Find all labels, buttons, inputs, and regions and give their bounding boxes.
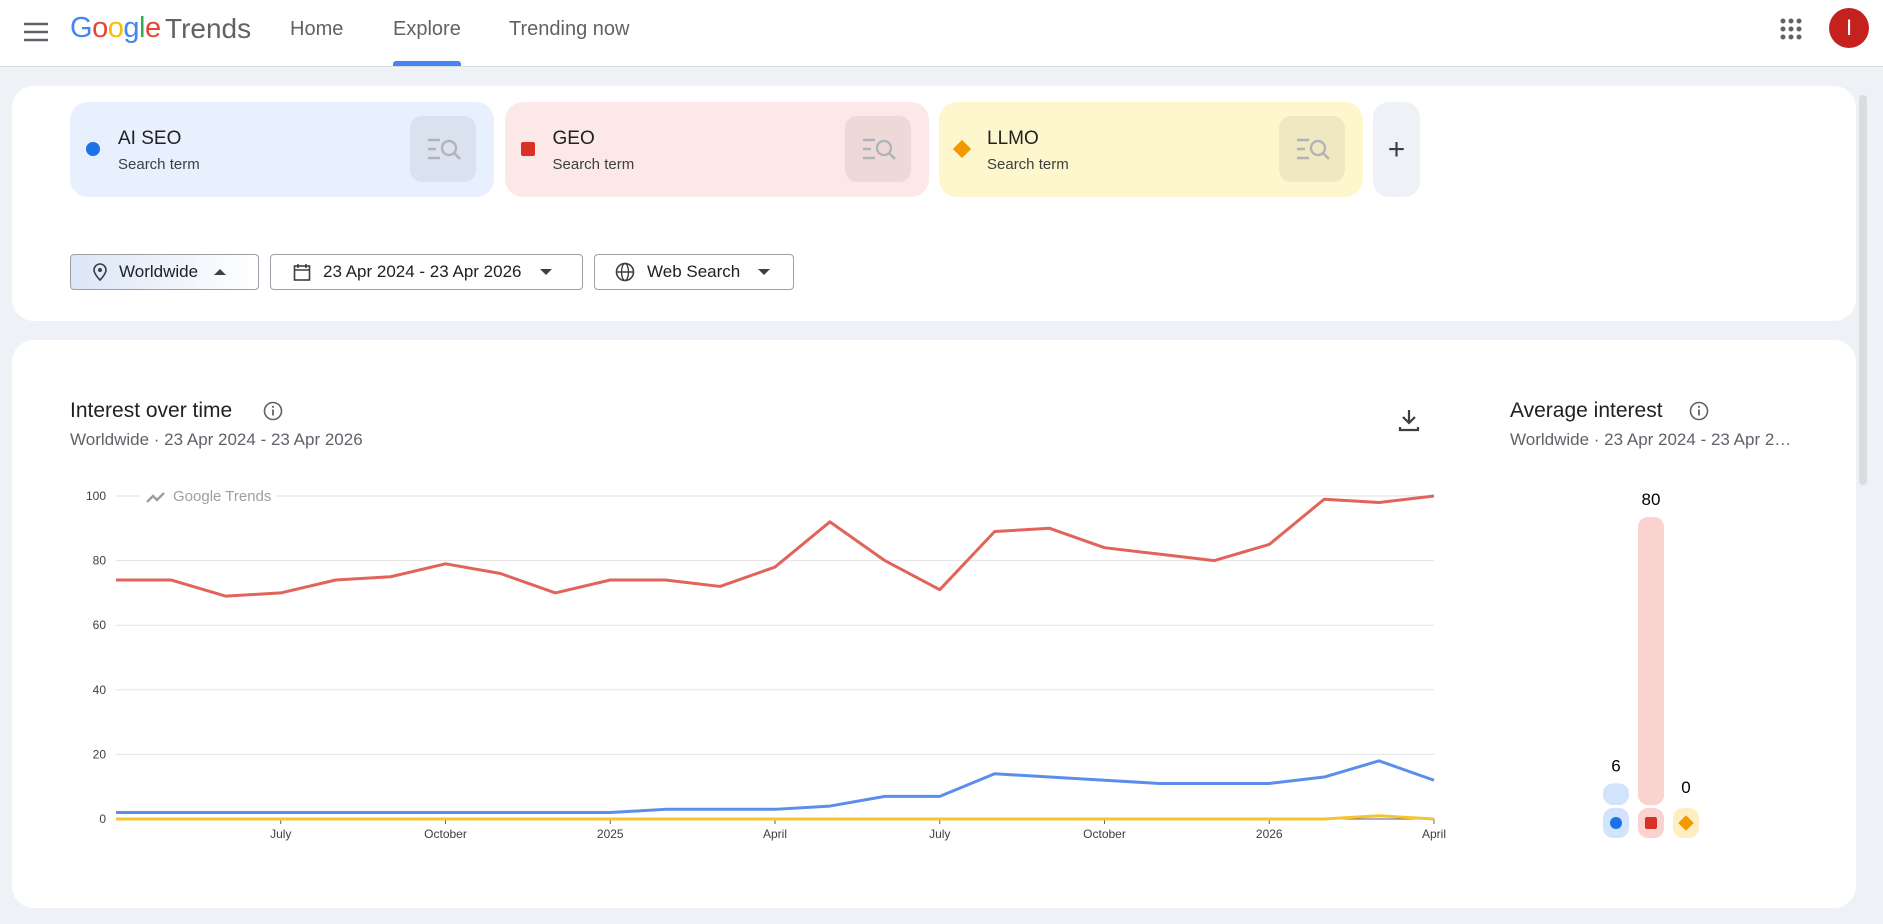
logo-product[interactable]: Trends bbox=[165, 13, 252, 44]
line-chart: 0 20 40 60 80 100 Google Trends July October 2025… bbox=[86, 486, 1446, 841]
x-tick-label: October bbox=[424, 827, 467, 841]
y-tick-label: 80 bbox=[93, 554, 107, 568]
x-tick-label: July bbox=[929, 827, 950, 841]
globe-icon bbox=[615, 262, 635, 282]
term-marker bbox=[953, 140, 971, 158]
y-tick-label: 0 bbox=[99, 812, 106, 826]
nav-active-indicator bbox=[393, 61, 461, 66]
average-interest-chart: 6 80 0 bbox=[1603, 490, 1699, 838]
chart-title: Interest over time bbox=[70, 399, 233, 422]
calendar-icon bbox=[293, 264, 311, 281]
y-tick-label: 20 bbox=[93, 747, 107, 761]
nav-link[interactable]: Trending now bbox=[509, 18, 630, 40]
avg-value-label: 80 bbox=[1642, 490, 1661, 509]
term-marker bbox=[1678, 815, 1694, 831]
series-line bbox=[116, 814, 1435, 821]
avg-subtitle: Worldwide · 23 Apr 2024 - 23 Apr 2026 bbox=[1510, 430, 1798, 449]
region-filter[interactable]: Worldwide bbox=[70, 254, 259, 290]
avg-title: Average interest bbox=[1510, 399, 1663, 422]
y-tick-label: 100 bbox=[86, 489, 106, 503]
term-search-icon bbox=[410, 116, 476, 182]
term-type: Search term bbox=[987, 156, 1069, 173]
term-name: AI SEO bbox=[118, 128, 182, 149]
info-icon[interactable] bbox=[1689, 401, 1709, 421]
nav-link[interactable]: Explore bbox=[393, 18, 461, 40]
region-label: Worldwide bbox=[119, 262, 199, 281]
term-type: Search term bbox=[118, 156, 200, 173]
watermark: Google Trends bbox=[173, 488, 271, 505]
term-marker bbox=[1610, 817, 1622, 829]
term-marker-icon bbox=[86, 142, 100, 156]
term-name: LLMO bbox=[987, 128, 1039, 149]
term-search-icon bbox=[1279, 116, 1345, 182]
avg-value-label: 0 bbox=[1681, 778, 1690, 797]
menu-button[interactable] bbox=[24, 20, 48, 44]
term-card[interactable]: LLMO Search term bbox=[939, 102, 1363, 197]
x-tick-label: 2025 bbox=[597, 827, 624, 841]
caret bbox=[758, 269, 771, 275]
term-marker bbox=[520, 142, 535, 156]
series-line bbox=[116, 759, 1435, 815]
x-tick-label: October bbox=[1083, 827, 1126, 841]
watermark-bg bbox=[140, 486, 276, 506]
nav-link[interactable]: Home bbox=[290, 18, 344, 40]
y-tick-label: 40 bbox=[93, 683, 107, 697]
scrollbar bbox=[1859, 95, 1867, 485]
avg-bar bbox=[1603, 783, 1629, 805]
x-tick-label: April bbox=[763, 827, 787, 841]
caret bbox=[214, 269, 227, 275]
download-button[interactable] bbox=[1398, 408, 1420, 432]
term-type: Search term bbox=[552, 156, 635, 173]
avg-bar bbox=[1638, 517, 1664, 805]
watermark-icon bbox=[146, 492, 165, 503]
property-label: Web Search bbox=[647, 262, 741, 281]
x-tick-label: April bbox=[1422, 827, 1446, 841]
term-marker bbox=[86, 142, 100, 156]
term-name: GEO bbox=[552, 128, 595, 149]
date-filter[interactable]: 23 Apr 2024 - 23 Apr 2026 bbox=[270, 254, 583, 290]
term-marker-icon bbox=[520, 142, 535, 156]
date-label: 23 Apr 2024 - 23 Apr 2026 bbox=[323, 262, 522, 281]
term-card[interactable]: GEO Search term bbox=[504, 102, 929, 197]
header: Google Trends Home Explore Trending now … bbox=[0, 0, 1883, 67]
apps-button[interactable] bbox=[1780, 18, 1802, 40]
logo-brand[interactable]: Google bbox=[70, 12, 161, 44]
info-icon[interactable] bbox=[263, 401, 283, 421]
term-search-icon bbox=[844, 116, 911, 182]
term-card[interactable]: AI SEO Search term bbox=[70, 102, 494, 197]
caret bbox=[539, 269, 552, 275]
avg-value-label: 6 bbox=[1611, 756, 1620, 775]
avatar[interactable]: I bbox=[1829, 8, 1869, 48]
chart-subtitle: Worldwide · 23 Apr 2024 - 23 Apr 2026 bbox=[70, 430, 363, 449]
add-term-button[interactable]: + bbox=[1373, 102, 1420, 197]
term-marker bbox=[1645, 817, 1657, 829]
y-tick-label: 60 bbox=[93, 618, 107, 632]
x-tick-label: 2026 bbox=[1256, 827, 1283, 841]
x-tick-label: July bbox=[270, 827, 291, 841]
property-filter[interactable]: Web Search bbox=[594, 254, 794, 290]
term-marker-icon bbox=[953, 140, 971, 158]
pin-icon bbox=[93, 263, 107, 281]
series-line bbox=[116, 494, 1435, 598]
